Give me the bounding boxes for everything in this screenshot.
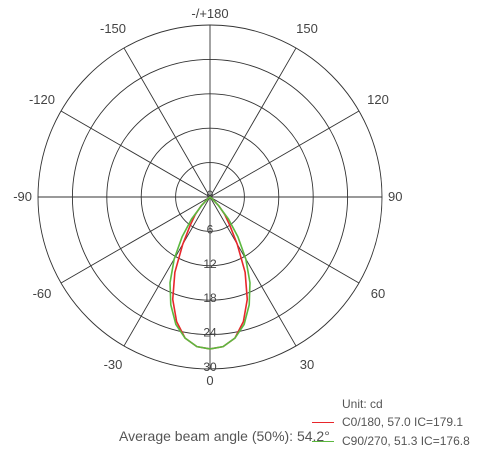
angle-tick-label: -60: [33, 286, 52, 301]
angle-tick-label: -/+180: [191, 6, 228, 21]
angle-tick-label: -150: [100, 21, 126, 36]
legend-swatch-red: [312, 422, 334, 424]
angle-tick-label: 0: [206, 373, 213, 388]
radial-tick-label: 0: [207, 188, 214, 202]
series-curves: [169, 196, 251, 350]
angle-tick-label: 120: [367, 92, 389, 107]
radial-tick-label: 24: [203, 326, 217, 340]
angle-tick-label: -120: [29, 92, 55, 107]
ring-labels: 0 6 12 18 24 30: [203, 188, 217, 374]
angle-tick-label: -30: [104, 357, 123, 372]
angle-tick-label: 150: [296, 21, 318, 36]
unit-label: Unit: cd: [342, 397, 383, 411]
legend-entry-c90-270: C90/270, 51.3 IC=176.8: [312, 434, 470, 448]
radial-tick-label: 18: [203, 291, 217, 305]
angle-tick-label: 30: [300, 357, 314, 372]
radial-tick-label: 6: [207, 222, 214, 236]
radial-tick-label: 12: [203, 257, 217, 271]
series-curve-1: [169, 196, 251, 350]
angle-tick-label: -90: [13, 189, 32, 204]
legend-swatch-green: [312, 441, 334, 443]
angle-tick-label: 60: [371, 286, 385, 301]
angle-tick-label: 90: [388, 189, 402, 204]
radial-tick-label: 30: [203, 360, 217, 374]
legend-label-c90-270: C90/270, 51.3 IC=176.8: [342, 434, 470, 448]
beam-angle-text: Average beam angle (50%): 54.2°: [119, 428, 330, 444]
legend-entry-c0-180: C0/180, 57.0 IC=179.1: [312, 415, 463, 429]
legend-label-c0-180: C0/180, 57.0 IC=179.1: [342, 415, 464, 429]
